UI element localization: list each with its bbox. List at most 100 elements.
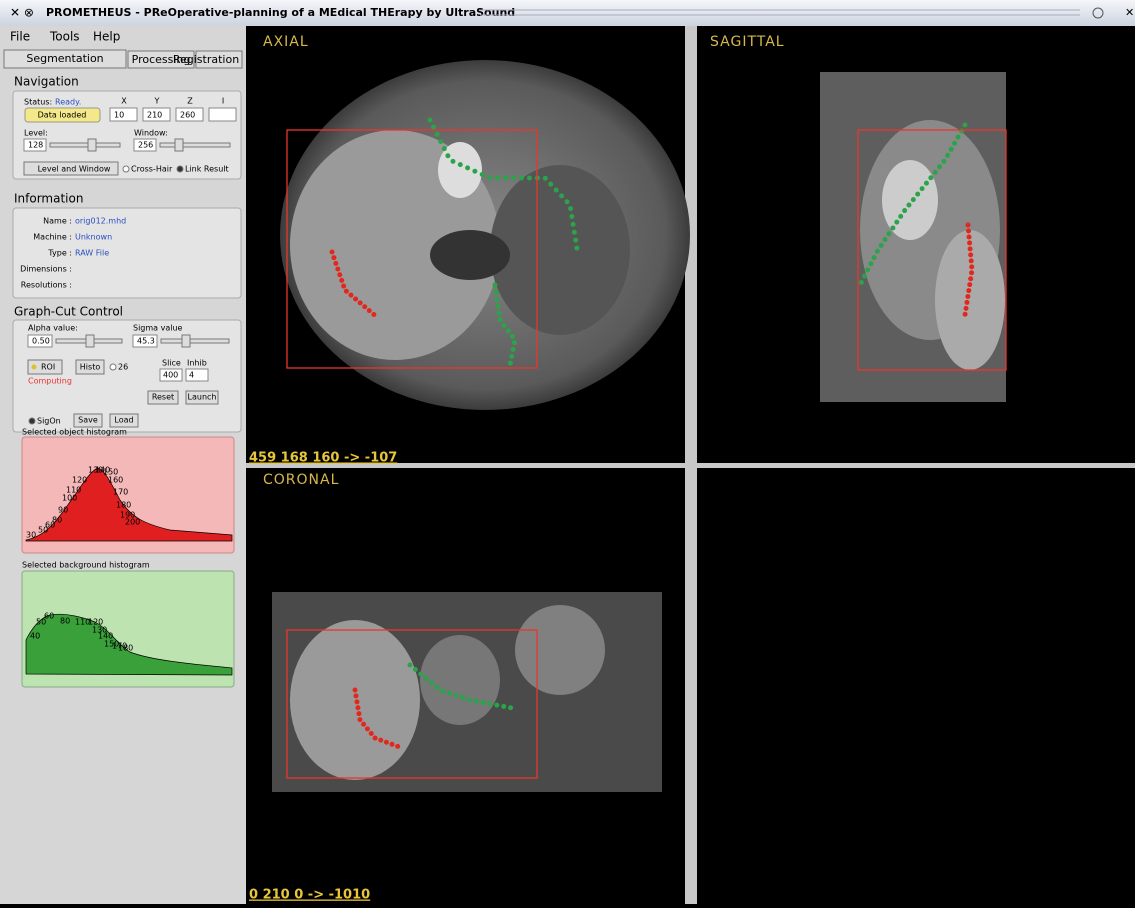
level-slider[interactable] bbox=[49, 142, 121, 148]
histogram-label: 80 bbox=[60, 617, 70, 626]
radio[interactable] bbox=[28, 417, 36, 425]
histogram-label: 50 bbox=[36, 618, 46, 627]
information-box bbox=[12, 207, 242, 299]
input-value[interactable]: 4 bbox=[189, 371, 194, 380]
histo-button[interactable] bbox=[75, 359, 105, 375]
status-value: Ready. bbox=[55, 98, 81, 107]
histogram-label: 170 bbox=[113, 488, 128, 497]
radio-label[interactable]: Link Result bbox=[185, 165, 229, 174]
histogram-label: 140 bbox=[98, 632, 113, 641]
tab-label[interactable]: Registration bbox=[173, 53, 239, 66]
radio[interactable] bbox=[122, 165, 130, 173]
input-value[interactable]: 128 bbox=[28, 141, 43, 150]
input-value[interactable]: 0.50 bbox=[32, 337, 50, 346]
button-label[interactable]: ROI bbox=[41, 363, 55, 372]
histogram-label: 140 bbox=[95, 466, 110, 475]
histogram-label: 120 bbox=[72, 476, 87, 485]
histogram-label: 90 bbox=[58, 506, 68, 515]
slider-handle[interactable] bbox=[85, 334, 95, 348]
radio-label[interactable]: 26 bbox=[118, 363, 128, 372]
splitter[interactable] bbox=[246, 463, 1135, 468]
label: Inhib bbox=[187, 359, 207, 368]
coord-input[interactable] bbox=[208, 107, 237, 122]
histogram-label: 160 bbox=[108, 476, 123, 485]
histogram-label: 40 bbox=[30, 632, 40, 641]
menu-item[interactable]: Tools bbox=[49, 30, 80, 44]
label: Window: bbox=[134, 129, 168, 138]
button-label[interactable]: Load bbox=[114, 416, 133, 425]
input-value[interactable]: 400 bbox=[163, 371, 178, 380]
label: Alpha value: bbox=[28, 324, 78, 333]
load-button[interactable] bbox=[109, 413, 139, 428]
histogram-label: 200 bbox=[125, 518, 140, 527]
sigma-slider[interactable] bbox=[160, 338, 230, 344]
tab-label[interactable]: Segmentation bbox=[26, 52, 103, 65]
histogram-label: 30 bbox=[26, 531, 36, 540]
inhib-input[interactable] bbox=[185, 368, 209, 382]
tab-active[interactable] bbox=[3, 49, 127, 69]
level-input[interactable] bbox=[23, 138, 47, 152]
tab[interactable] bbox=[195, 50, 243, 69]
launch-button[interactable] bbox=[185, 390, 219, 405]
sigma-input[interactable] bbox=[132, 334, 158, 348]
button-label[interactable]: Level and Window bbox=[38, 165, 111, 174]
viewport-label: SAGITTAL bbox=[710, 34, 785, 50]
reset-button[interactable] bbox=[147, 390, 179, 405]
coord-input[interactable] bbox=[109, 107, 138, 122]
histogram-title: Selected background histogram bbox=[22, 561, 150, 570]
radio[interactable] bbox=[109, 363, 117, 371]
histogram-label: 110 bbox=[66, 486, 81, 495]
axis-label: I bbox=[222, 97, 224, 106]
level-window-button[interactable] bbox=[23, 161, 119, 176]
axis-label: Y bbox=[154, 97, 160, 106]
histogram-label: 80 bbox=[52, 516, 62, 525]
slider-handle[interactable] bbox=[87, 138, 97, 152]
button-label[interactable]: Reset bbox=[152, 393, 174, 402]
roi-button[interactable] bbox=[27, 359, 63, 375]
window-input[interactable] bbox=[133, 138, 157, 152]
section-header: Navigation bbox=[14, 75, 79, 89]
radio-label[interactable]: SigOn bbox=[37, 417, 61, 426]
button-label[interactable]: Histo bbox=[80, 363, 101, 372]
menu-item[interactable]: File bbox=[10, 30, 30, 44]
axis-label: Z bbox=[187, 97, 193, 106]
coordinate-readout: 0 210 0 -> -1010 bbox=[249, 888, 370, 903]
slice-input[interactable] bbox=[159, 368, 183, 382]
window-title: PROMETHEUS - PReOperative-planning of a … bbox=[46, 6, 515, 19]
histogram-label: 50 bbox=[38, 526, 48, 535]
input-value[interactable]: 256 bbox=[138, 141, 153, 150]
tab-label[interactable]: Processing bbox=[132, 53, 191, 66]
data-loaded-button[interactable] bbox=[24, 107, 101, 123]
coord-value[interactable]: 260 bbox=[180, 111, 195, 120]
histogram-label: 170 bbox=[112, 642, 127, 651]
coord-value[interactable]: 210 bbox=[147, 111, 162, 120]
coord-value[interactable]: 10 bbox=[114, 111, 124, 120]
minimize-button[interactable] bbox=[1092, 7, 1104, 19]
label: Level: bbox=[24, 129, 48, 138]
radio[interactable] bbox=[176, 165, 184, 173]
window-icons[interactable]: ✕ ⊗ bbox=[10, 6, 34, 20]
label: Sigma value bbox=[133, 324, 183, 333]
slider-handle[interactable] bbox=[181, 334, 191, 348]
histogram-label: 60 bbox=[45, 521, 55, 530]
slider-handle[interactable] bbox=[174, 138, 184, 152]
window-slider[interactable] bbox=[159, 142, 231, 148]
menu-item[interactable]: Help bbox=[93, 30, 120, 44]
histogram-label: 130 bbox=[88, 466, 103, 475]
alpha-input[interactable] bbox=[27, 334, 53, 348]
button-label[interactable]: Launch bbox=[188, 393, 217, 402]
input-value[interactable]: 45.3 bbox=[137, 337, 155, 346]
histogram-label: 190 bbox=[120, 511, 135, 520]
viewport-label: CORONAL bbox=[263, 472, 339, 488]
button-label[interactable]: Data loaded bbox=[38, 111, 87, 120]
tab[interactable] bbox=[127, 50, 195, 69]
histogram-label: 120 bbox=[88, 618, 103, 627]
coord-input[interactable] bbox=[175, 107, 204, 122]
radio-label[interactable]: Cross-Hair bbox=[131, 165, 173, 174]
save-button[interactable] bbox=[73, 413, 103, 428]
button-label[interactable]: Save bbox=[78, 416, 98, 425]
close-button[interactable]: ✕ bbox=[1125, 6, 1134, 19]
histogram-label: 100 bbox=[62, 494, 77, 503]
info-label: Name : bbox=[43, 217, 72, 226]
coord-input[interactable] bbox=[142, 107, 171, 122]
